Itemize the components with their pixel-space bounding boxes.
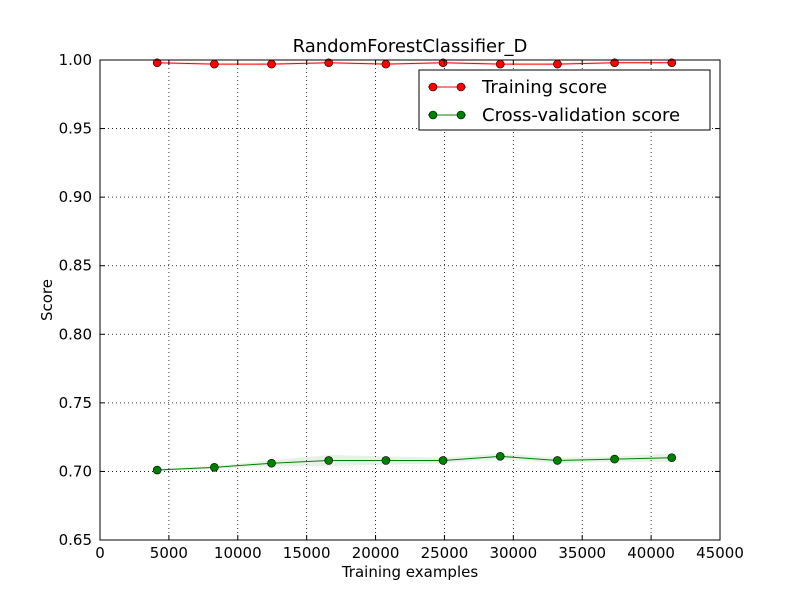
legend-cross-validation-marker: [456, 110, 466, 120]
cross-validation-score-point: [610, 454, 619, 464]
y-tick-label: 0.95: [59, 120, 92, 138]
plot-frame: [99, 59, 721, 541]
legend-cross-validation-marker: [428, 110, 438, 120]
cross-validation-score-point: [267, 458, 276, 468]
x-tick-label: 0: [95, 544, 105, 562]
cross-validation-score-band: [157, 453, 672, 472]
training-score-point: [210, 59, 219, 69]
cross-validation-score-point: [553, 456, 562, 465]
training-score-point: [438, 58, 448, 68]
x-tick-label: 10000: [214, 544, 262, 562]
training-score-point: [381, 59, 391, 69]
cross-validation-score-point: [152, 465, 162, 475]
cross-validation-score-point: [381, 456, 391, 465]
training-score-point: [267, 59, 276, 69]
x-tick-label: 40000: [627, 544, 675, 562]
x-tick-label: 20000: [352, 544, 400, 562]
x-tick-label: 30000: [489, 544, 537, 562]
x-tick-label: 35000: [558, 544, 606, 562]
training-score-point: [610, 58, 619, 68]
x-tick-label: 5000: [150, 544, 188, 562]
cross-validation-score-line: [157, 455, 672, 471]
y-axis-label: Score: [38, 279, 56, 321]
chart-title: RandomForestClassifier_D: [293, 36, 528, 57]
y-tick-label: 0.90: [59, 188, 92, 206]
cross-validation-score-point: [495, 452, 505, 461]
training-score-point: [152, 58, 162, 68]
training-score-line: [157, 62, 672, 65]
y-tick-label: 0.65: [59, 531, 92, 549]
legend-training-marker: [456, 82, 466, 92]
legend-box: [418, 69, 711, 131]
cross-validation-score-point: [438, 456, 448, 465]
legend-training-marker: [428, 82, 438, 92]
x-tick-label: 45000: [696, 544, 744, 562]
x-axis-label: Training examples: [341, 563, 479, 581]
series-lines: [152, 58, 677, 475]
x-tick-label: 15000: [283, 544, 331, 562]
training-score-point: [667, 58, 677, 68]
x-tick-label: 25000: [421, 544, 469, 562]
cross-validation-score-point: [667, 453, 677, 463]
y-tick-label: 0.70: [59, 462, 92, 480]
training-score-point: [495, 59, 505, 69]
training-score-point: [553, 59, 562, 69]
cross-validation-score-point: [210, 463, 219, 472]
training-score-point: [324, 58, 334, 68]
y-tick-label: 0.75: [59, 394, 92, 412]
legend: Training score Cross-validation score: [418, 69, 711, 131]
cross-validation-score-point: [324, 456, 334, 465]
legend-training-label: Training score: [481, 77, 607, 98]
y-tick-label: 0.85: [59, 257, 92, 275]
y-tick-label: 1.00: [59, 51, 92, 69]
y-tick-label: 0.80: [59, 325, 92, 343]
legend-cross-validation-label: Cross-validation score: [482, 105, 680, 126]
axis-ticks: 0 5000 10000 15000 20000 25000 30000 35000 40000…: [59, 51, 744, 562]
